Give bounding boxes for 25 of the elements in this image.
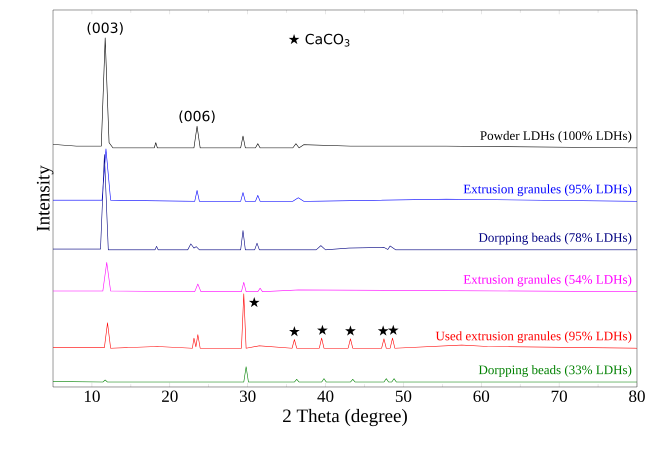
series-label: Powder LDHs (100% LDHs)	[480, 130, 632, 143]
y-axis-title: Intensity	[36, 165, 54, 232]
x-tick-label: 70	[552, 390, 567, 402]
annotation: ★	[345, 325, 356, 336]
annotation: (006)	[179, 110, 215, 124]
annotation: ★	[289, 326, 300, 336]
annotation: ★	[378, 325, 389, 336]
annotation: ★ CaCO$_{3}$	[288, 34, 350, 47]
x-tick-label: 20	[162, 390, 178, 402]
series-label: Used extrusion granules (95% LDHs)	[436, 331, 632, 344]
x-tick-label: 30	[240, 390, 256, 402]
annotation: ★	[317, 324, 328, 335]
annotation: ★	[388, 324, 399, 335]
x-tick-label: 40	[317, 390, 334, 402]
series-label: Dorpping beads (78% LDHs)	[478, 232, 632, 245]
annotation: (003)	[88, 22, 123, 35]
annotation: ★	[248, 296, 260, 308]
x-tick-label: 50	[396, 390, 412, 402]
x-axis-title: 2 Theta (degree)	[283, 408, 407, 426]
series-label: Extrusion granules (54% LDHs)	[464, 274, 632, 286]
series-label: Dorpping beads (33% LDHs)	[478, 365, 632, 377]
x-tick-label: 10	[84, 390, 100, 402]
x-tick-label: 60	[474, 390, 490, 402]
x-tick-label: 80	[629, 390, 645, 402]
series-label: Extrusion granules (95% LDHs)	[464, 184, 632, 196]
